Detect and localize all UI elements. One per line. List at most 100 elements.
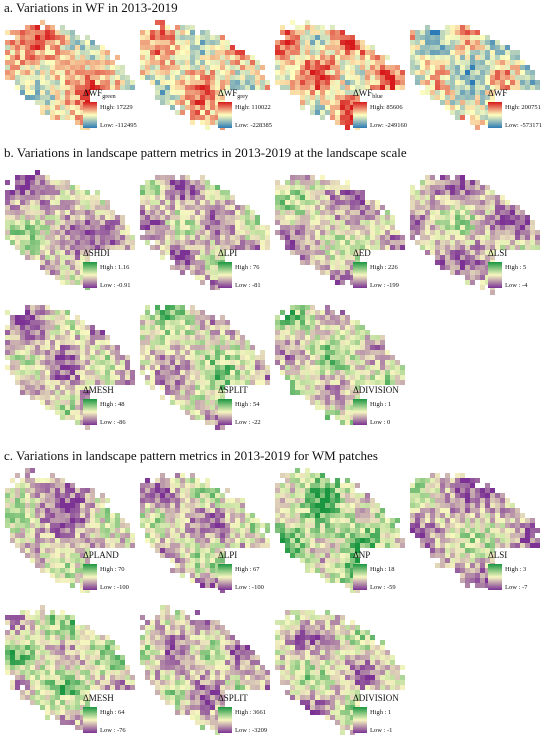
map-cell: [45, 330, 50, 335]
map-cell: [470, 205, 475, 210]
map-cell: [165, 365, 170, 370]
map-cell: [465, 255, 470, 260]
map-cell: [285, 215, 290, 220]
map-cell: [450, 250, 455, 255]
map-cell: [445, 235, 450, 240]
map-cell: [125, 240, 130, 245]
map-cell: [360, 340, 365, 345]
map-cell: [200, 508, 205, 513]
map-cell: [250, 60, 255, 65]
map-cell: [145, 350, 150, 355]
map-cell: [205, 195, 210, 200]
map-cell: [180, 35, 185, 40]
map-cell: [470, 105, 475, 110]
map-cell: [5, 55, 10, 60]
map-cell: [235, 245, 240, 250]
map-cell: [335, 390, 340, 395]
map-cell: [235, 370, 240, 375]
map-cell: [430, 190, 435, 195]
map-cell: [45, 380, 50, 385]
map-cell: [80, 65, 85, 70]
map-cell: [465, 105, 470, 110]
map-cell: [265, 235, 270, 240]
map-cell: [440, 205, 445, 210]
map-cell: [180, 558, 185, 563]
map-cell: [85, 45, 90, 50]
map-cell: [80, 280, 85, 285]
map-cell: [55, 548, 60, 553]
map-cell: [375, 345, 380, 350]
map-cell: [20, 30, 25, 35]
map-cell: [235, 80, 240, 85]
map-cell: [20, 508, 25, 513]
map-cell: [50, 335, 55, 340]
map-cell: [290, 195, 295, 200]
map-cell: [215, 75, 220, 80]
map-cell: [370, 503, 375, 508]
map-cell: [300, 375, 305, 380]
map-cell: [50, 395, 55, 400]
map-cell: [230, 225, 235, 230]
map-cell: [200, 100, 205, 105]
map-cell: [95, 513, 100, 518]
map-cell: [400, 370, 405, 375]
map-cell: [180, 45, 185, 50]
map-cell: [105, 230, 110, 235]
map-cell: [325, 250, 330, 255]
map-cell: [385, 55, 390, 60]
map-cell: [60, 375, 65, 380]
map-cell: [475, 105, 480, 110]
map-cell: [35, 370, 40, 375]
map-cell: [190, 498, 195, 503]
map-cell: [355, 335, 360, 340]
map-cell: [225, 245, 230, 250]
map-cell: [455, 185, 460, 190]
map-cell: [490, 70, 495, 75]
map-cell: [455, 80, 460, 85]
map-cell: [420, 80, 425, 85]
map-cell: [175, 350, 180, 355]
map-cell: [330, 400, 335, 405]
map-cell: [450, 220, 455, 225]
map-cell: [210, 493, 215, 498]
map-cell: [110, 70, 115, 75]
map-cell: [260, 75, 265, 80]
map-cell: [525, 225, 530, 230]
map-cell: [235, 210, 240, 215]
map-cell: [340, 345, 345, 350]
map-cell: [210, 553, 215, 558]
map-cell: [335, 350, 340, 355]
map-cell: [85, 55, 90, 60]
map-cell: [60, 260, 65, 265]
map-cell: [195, 235, 200, 240]
panel-label-text: ΔED: [353, 248, 371, 258]
map-cell: [230, 80, 235, 85]
map-cell: [45, 563, 50, 568]
map-cell: [300, 310, 305, 315]
map-cell: [20, 355, 25, 360]
map-cell: [340, 355, 345, 360]
map-cell: [190, 415, 195, 420]
map-cell: [40, 235, 45, 240]
map-cell: [205, 498, 210, 503]
map-cell: [225, 375, 230, 380]
map-cell: [475, 195, 480, 200]
map-cell: [195, 355, 200, 360]
map-cell: [125, 375, 130, 380]
map-cell: [465, 60, 470, 65]
map-cell: [85, 240, 90, 245]
map-cell: [340, 385, 345, 390]
map-cell: [185, 518, 190, 523]
map-cell: [295, 390, 300, 395]
map-cell: [290, 20, 295, 25]
map-cell: [480, 245, 485, 250]
map-cell: [470, 35, 475, 40]
map-cell: [350, 60, 355, 65]
map-cell: [25, 518, 30, 523]
map-cell: [175, 548, 180, 553]
map-cell: [215, 275, 220, 280]
map-cell: [60, 478, 65, 483]
map-cell: [55, 75, 60, 80]
map-panel: [275, 20, 405, 130]
map-cell: [55, 270, 60, 275]
